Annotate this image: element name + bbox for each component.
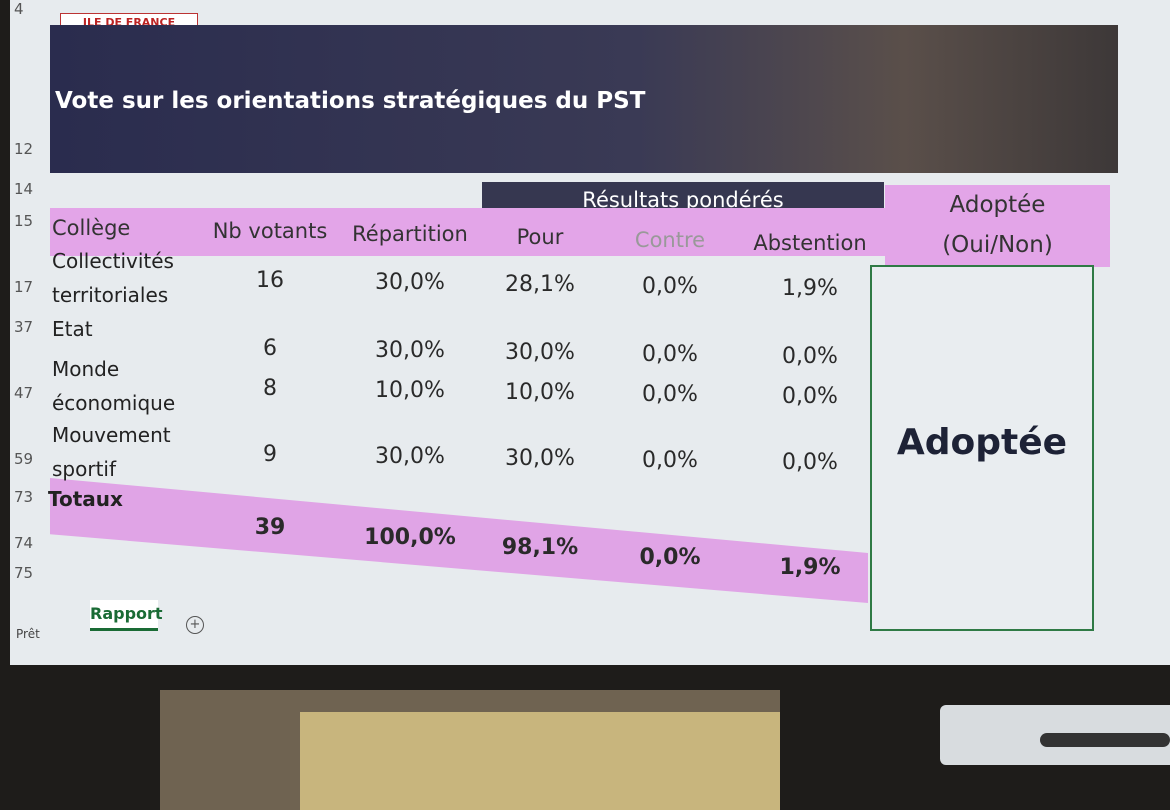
row-number: 14 [14, 180, 34, 198]
column-header: Collège [52, 216, 131, 240]
totals-cell: 100,0% [364, 525, 456, 550]
cell: 0,0% [782, 384, 838, 409]
row-label: Mouvement sportif [52, 423, 171, 481]
totals-label: Totaux [48, 487, 123, 511]
result-header: Adoptée (Oui/Non) [885, 185, 1110, 267]
banner [50, 25, 1118, 173]
cell: 1,9% [782, 276, 838, 301]
row-label: Monde économique [52, 357, 176, 415]
column-header: Nb votants [212, 219, 328, 243]
cell: 10,0% [505, 380, 575, 405]
column-header: Abstention [753, 231, 867, 255]
cell: 30,0% [375, 270, 445, 295]
row-number: 74 [14, 534, 34, 552]
cell: 0,0% [642, 274, 698, 299]
cell: 30,0% [375, 444, 445, 469]
cell: 16 [256, 268, 284, 293]
cell: 0,0% [782, 344, 838, 369]
result-header-line: Adoptée [949, 192, 1046, 218]
status: Prêt [16, 627, 40, 641]
cell: 28,1% [505, 272, 575, 297]
totals-cell: 0,0% [639, 545, 701, 570]
result-box: Adoptée [870, 265, 1094, 631]
scrollbar[interactable] [1040, 733, 1170, 747]
row-number: 37 [14, 318, 34, 336]
row-number: 4 [14, 0, 24, 18]
add-sheet[interactable]: + [186, 616, 204, 634]
totals-cell: 1,9% [779, 555, 841, 580]
cell: 9 [263, 442, 277, 467]
cell: 0,0% [782, 450, 838, 475]
column-header: Pour [516, 225, 564, 249]
cell: 6 [263, 336, 277, 361]
row-number: 47 [14, 384, 34, 402]
cell: 30,0% [505, 340, 575, 365]
cell: 10,0% [375, 378, 445, 403]
sheet-tab[interactable]: Rapport [90, 600, 163, 631]
background [300, 712, 780, 810]
row-number: 17 [14, 278, 34, 296]
row-number: 73 [14, 488, 34, 506]
row-label: Etat [52, 317, 93, 341]
cell: 30,0% [375, 338, 445, 363]
header-row [50, 208, 885, 256]
result-header-line: (Oui/Non) [942, 232, 1053, 258]
row-number: 12 [14, 140, 34, 158]
cell: 0,0% [642, 448, 698, 473]
column-header: Répartition [352, 222, 468, 246]
cell: 0,0% [642, 382, 698, 407]
totals-cell: 39 [254, 515, 286, 540]
cell: 30,0% [505, 446, 575, 471]
row-number: 75 [14, 564, 34, 582]
row-number: 59 [14, 450, 34, 468]
row-number: 15 [14, 212, 34, 230]
column-header: Contre [634, 228, 706, 252]
title: Vote sur les orientations stratégiques d… [55, 88, 646, 114]
result: Adoptée [896, 422, 1068, 463]
row-label: Collectivités territoriales [52, 249, 174, 307]
cell: 8 [263, 376, 277, 401]
totals-cell: 98,1% [501, 535, 579, 560]
cell: 0,0% [642, 342, 698, 367]
